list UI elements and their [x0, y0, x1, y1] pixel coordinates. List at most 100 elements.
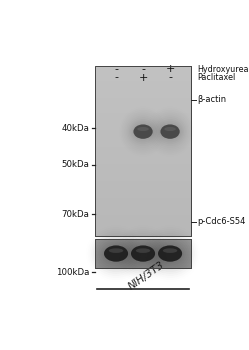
- Bar: [95, 241, 191, 242]
- Bar: [95, 248, 191, 249]
- Bar: [95, 102, 191, 104]
- Bar: [95, 168, 191, 170]
- Bar: [95, 253, 191, 254]
- Bar: [95, 115, 191, 117]
- Bar: [95, 166, 191, 168]
- Bar: [95, 211, 191, 213]
- Bar: [95, 179, 191, 181]
- Bar: [95, 66, 191, 236]
- Bar: [95, 162, 191, 164]
- Text: NIH/3T3: NIH/3T3: [127, 260, 167, 292]
- Bar: [95, 141, 191, 143]
- Bar: [95, 88, 191, 90]
- Ellipse shape: [104, 245, 128, 262]
- Bar: [95, 72, 191, 75]
- Bar: [95, 104, 191, 107]
- Bar: [95, 128, 191, 130]
- Ellipse shape: [137, 127, 149, 131]
- Bar: [95, 130, 191, 132]
- Bar: [95, 136, 191, 138]
- Bar: [95, 206, 191, 209]
- Bar: [95, 209, 191, 211]
- Bar: [95, 151, 191, 153]
- Bar: [95, 261, 191, 262]
- Bar: [95, 68, 191, 70]
- Bar: [95, 234, 191, 236]
- Bar: [95, 126, 191, 128]
- Text: p-Cdc6-S54: p-Cdc6-S54: [197, 217, 246, 226]
- Bar: [95, 245, 191, 246]
- Bar: [95, 263, 191, 264]
- Bar: [95, 194, 191, 196]
- Bar: [95, 187, 191, 189]
- Bar: [95, 92, 191, 94]
- Bar: [95, 132, 191, 134]
- Ellipse shape: [131, 245, 155, 262]
- Text: -: -: [141, 64, 145, 75]
- Bar: [95, 109, 191, 111]
- Bar: [95, 240, 191, 241]
- Bar: [95, 100, 191, 102]
- Bar: [95, 239, 191, 268]
- Bar: [95, 191, 191, 194]
- Text: -: -: [114, 64, 118, 75]
- Bar: [95, 247, 191, 248]
- Bar: [95, 243, 191, 244]
- Bar: [95, 254, 191, 255]
- Bar: [95, 107, 191, 109]
- Bar: [95, 200, 191, 202]
- Bar: [95, 257, 191, 258]
- Bar: [95, 145, 191, 147]
- Bar: [95, 111, 191, 113]
- Bar: [95, 249, 191, 250]
- Bar: [95, 134, 191, 136]
- Bar: [95, 260, 191, 261]
- Bar: [95, 175, 191, 177]
- Bar: [95, 239, 191, 240]
- Bar: [95, 221, 191, 223]
- Bar: [95, 217, 191, 219]
- Bar: [95, 172, 191, 175]
- Ellipse shape: [160, 124, 180, 139]
- Bar: [95, 265, 191, 266]
- Text: +: +: [138, 72, 148, 83]
- Bar: [95, 196, 191, 198]
- Bar: [95, 124, 191, 126]
- Bar: [95, 232, 191, 234]
- Text: +: +: [165, 64, 175, 75]
- Bar: [95, 158, 191, 160]
- Bar: [95, 250, 191, 251]
- Bar: [95, 185, 191, 187]
- Bar: [95, 183, 191, 185]
- Bar: [95, 149, 191, 151]
- Bar: [95, 230, 191, 232]
- Bar: [95, 228, 191, 230]
- Bar: [95, 170, 191, 172]
- Text: 100kDa: 100kDa: [56, 268, 89, 277]
- Bar: [95, 251, 191, 252]
- Text: 70kDa: 70kDa: [61, 210, 89, 219]
- Bar: [95, 79, 191, 81]
- Bar: [95, 225, 191, 228]
- Bar: [95, 75, 191, 77]
- Bar: [95, 153, 191, 155]
- Text: -: -: [114, 72, 118, 83]
- Bar: [95, 264, 191, 265]
- Ellipse shape: [164, 127, 176, 131]
- Text: 50kDa: 50kDa: [61, 160, 89, 169]
- Bar: [95, 262, 191, 263]
- Bar: [95, 266, 191, 267]
- Bar: [95, 83, 191, 85]
- Bar: [95, 202, 191, 204]
- Bar: [95, 204, 191, 206]
- Bar: [95, 119, 191, 121]
- Bar: [95, 255, 191, 256]
- Bar: [95, 66, 191, 236]
- Bar: [95, 77, 191, 79]
- Bar: [95, 160, 191, 162]
- Bar: [95, 267, 191, 268]
- Text: β-actin: β-actin: [197, 96, 226, 104]
- Ellipse shape: [163, 248, 177, 253]
- Bar: [95, 244, 191, 245]
- Text: -: -: [168, 72, 172, 83]
